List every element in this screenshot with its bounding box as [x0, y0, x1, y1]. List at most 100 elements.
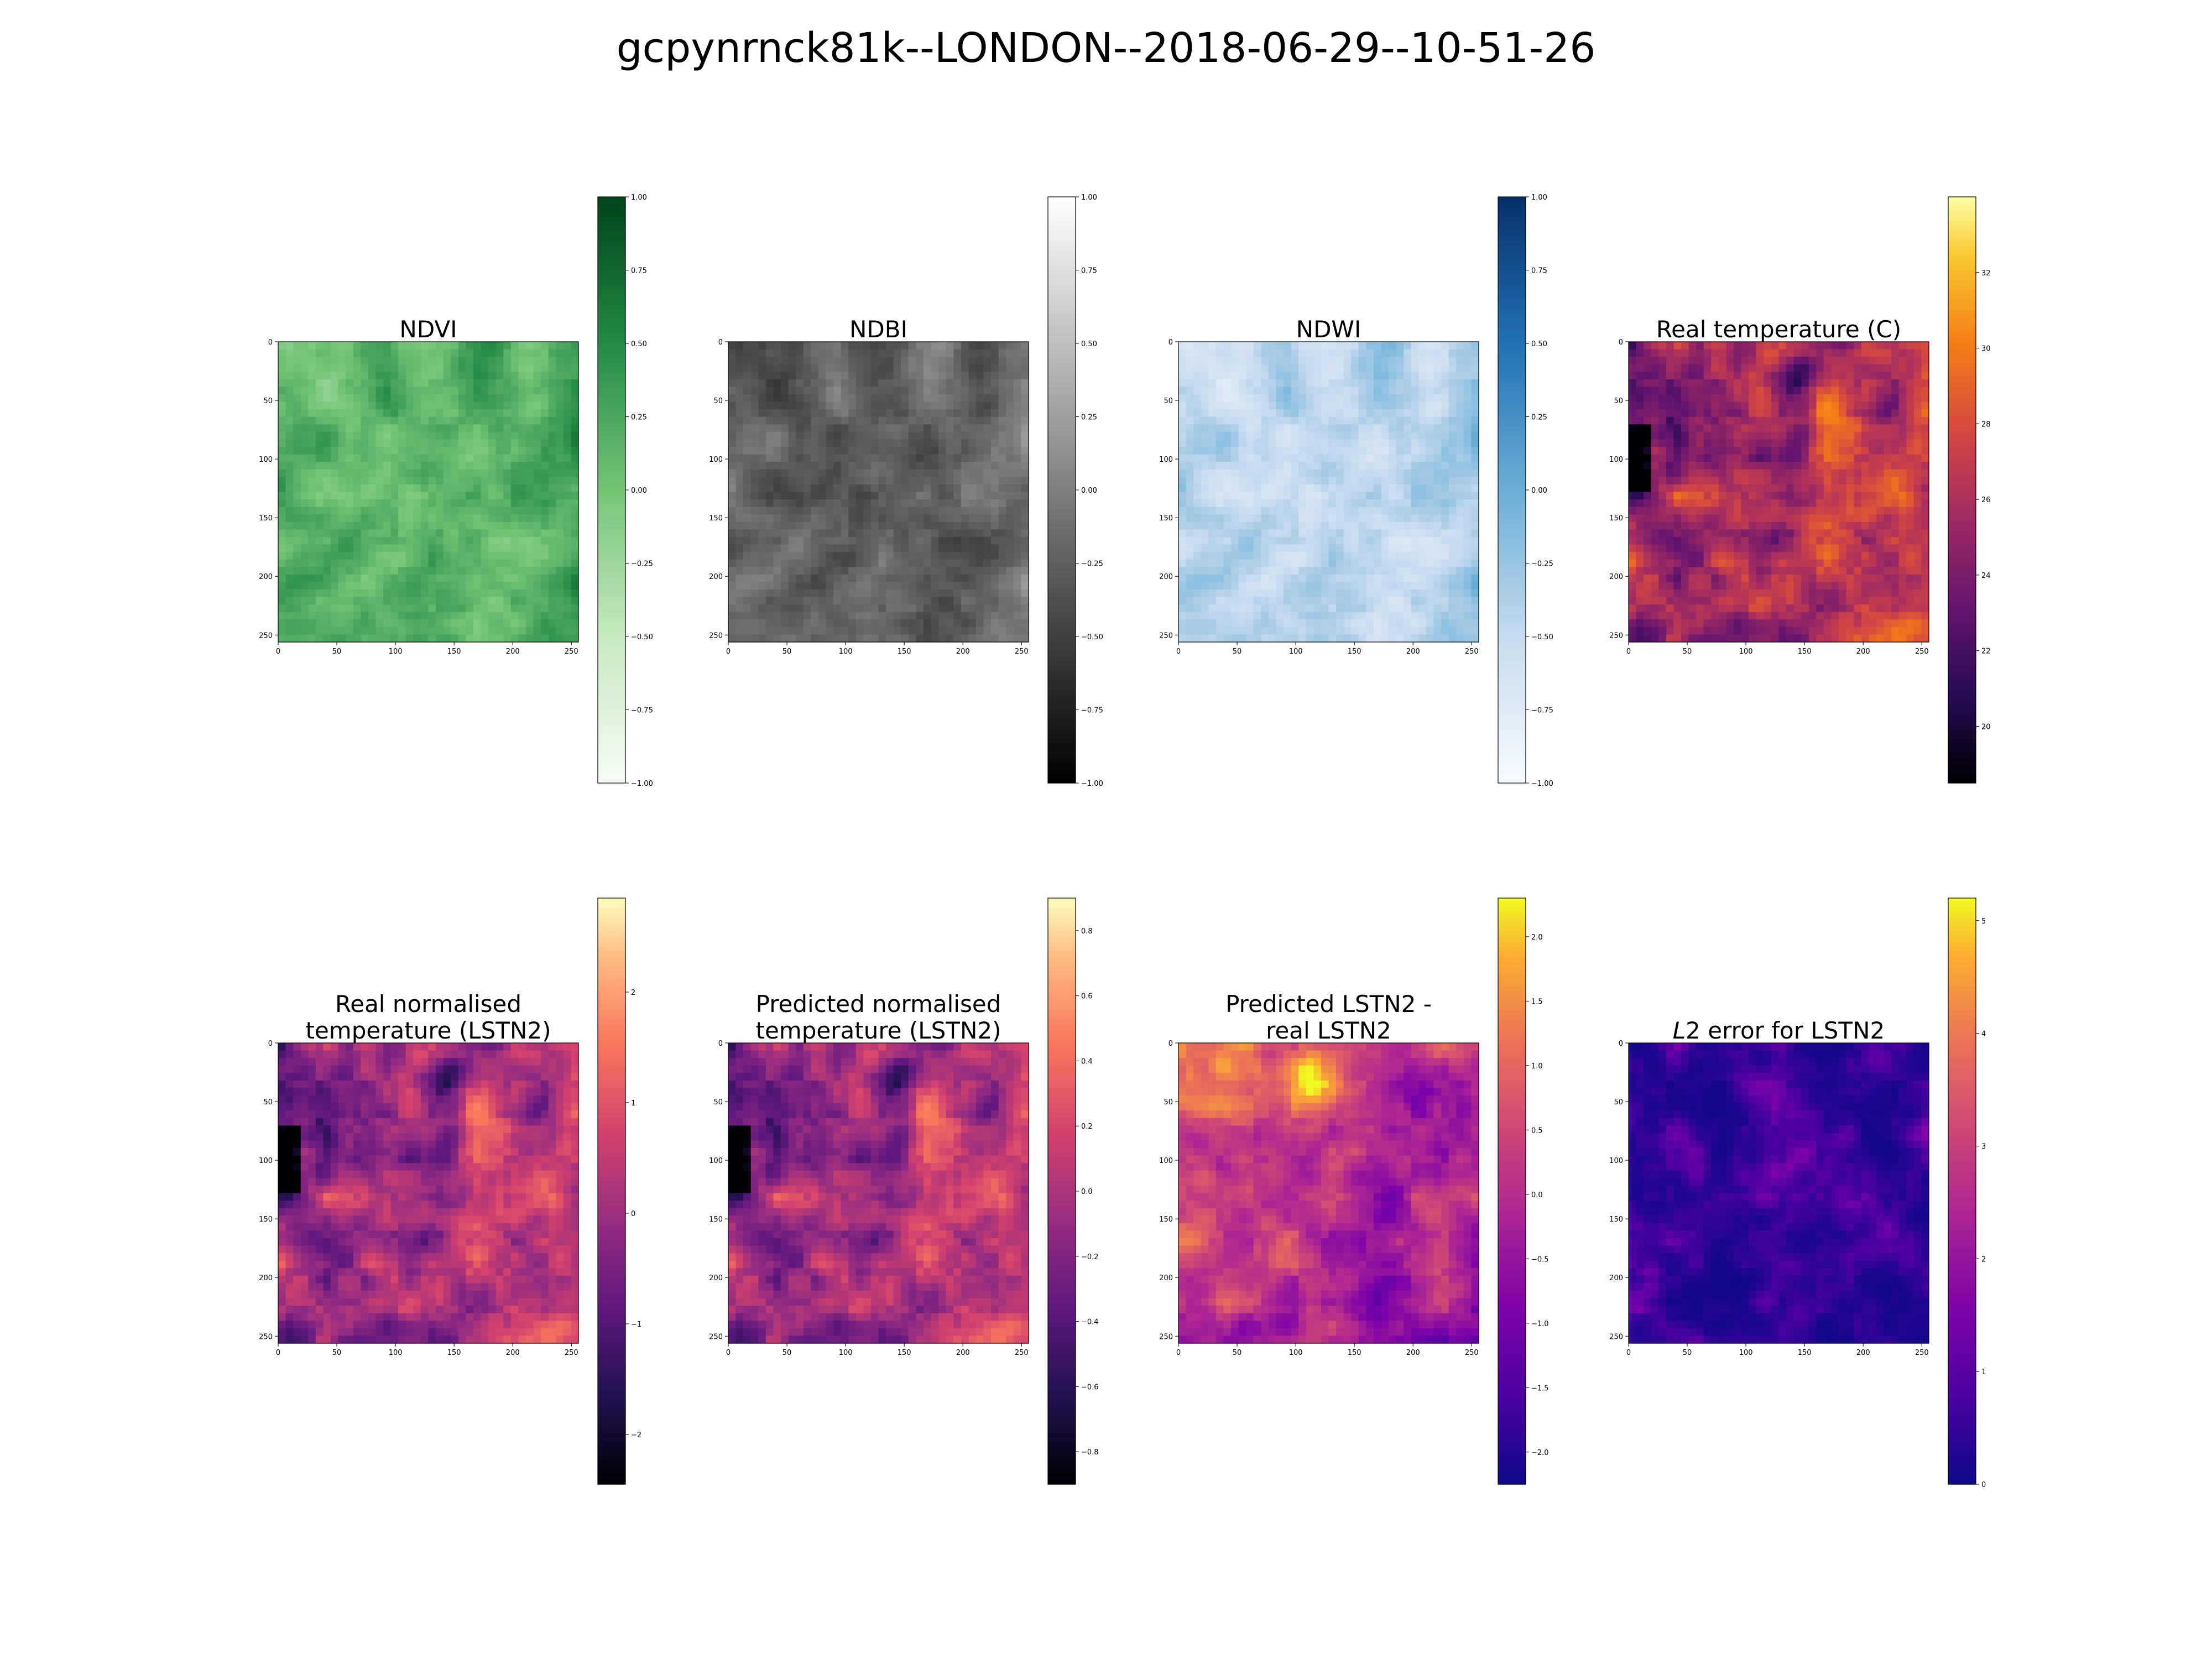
heatmap-cell	[436, 604, 444, 613]
heatmap-cell	[466, 364, 474, 372]
heatmap-cell	[398, 612, 406, 620]
heatmap-cell	[893, 484, 901, 493]
heatmap-cell	[390, 484, 399, 493]
heatmap-cell	[1456, 401, 1464, 410]
heatmap-cell	[750, 574, 759, 582]
heatmap-cell	[510, 499, 519, 508]
heatmap-cell	[361, 582, 369, 590]
heatmap-cell	[293, 401, 301, 410]
colorbar-segment	[598, 436, 625, 442]
heatmap-cell	[1366, 574, 1374, 582]
heatmap-cell	[548, 379, 556, 388]
heatmap-cell	[1186, 507, 1194, 515]
heatmap-cell	[541, 589, 549, 598]
heatmap-cell	[781, 612, 789, 620]
heatmap-cell	[1253, 357, 1261, 365]
heatmap-cell	[413, 634, 421, 643]
heatmap-cell	[1426, 597, 1434, 605]
heatmap-cell	[346, 612, 354, 620]
heatmap-cell	[556, 409, 564, 418]
heatmap-cell	[1276, 582, 1284, 590]
heatmap-cell	[743, 409, 752, 418]
heatmap-cell	[331, 514, 339, 523]
heatmap-cell	[346, 394, 354, 403]
heatmap-cell	[901, 597, 909, 605]
heatmap-cell	[293, 424, 301, 432]
heatmap-cell	[1238, 364, 1246, 372]
heatmap-cell	[338, 409, 346, 418]
heatmap-cell	[1021, 507, 1029, 515]
heatmap-cell	[541, 521, 549, 530]
heatmap-cell	[998, 447, 1006, 455]
heatmap-cell	[1276, 364, 1284, 372]
heatmap-cell	[541, 574, 549, 582]
heatmap-cell	[750, 604, 759, 613]
heatmap-cell	[390, 604, 399, 613]
heatmap-cell	[390, 349, 399, 357]
heatmap-cell	[1261, 567, 1269, 575]
heatmap-cell	[916, 582, 924, 590]
heatmap-cell	[1448, 582, 1457, 590]
heatmap-cell	[916, 379, 924, 388]
heatmap-cell	[1223, 379, 1232, 388]
heatmap-cell	[323, 379, 331, 388]
heatmap-cell	[1321, 536, 1329, 545]
heatmap-cell	[1193, 597, 1202, 605]
heatmap-cell	[293, 597, 301, 605]
heatmap-cell	[525, 597, 534, 605]
heatmap-cell	[908, 462, 916, 470]
heatmap-cell	[788, 462, 796, 470]
heatmap-cell	[803, 424, 811, 432]
heatmap-cell	[443, 342, 451, 350]
heatmap-cell	[961, 357, 969, 365]
heatmap-cell	[826, 454, 834, 462]
heatmap-cell	[1276, 492, 1284, 500]
heatmap-cell	[826, 507, 834, 515]
heatmap-cell	[946, 574, 954, 582]
heatmap-cell	[1463, 401, 1472, 410]
heatmap-cell	[931, 462, 939, 470]
x-tick-label: 200	[506, 648, 520, 656]
heatmap-cell	[398, 372, 406, 380]
heatmap-cell	[1238, 462, 1246, 470]
heatmap-cell	[1433, 477, 1442, 485]
heatmap-cell	[405, 409, 414, 418]
heatmap-cell	[390, 462, 399, 470]
heatmap-cell	[390, 424, 399, 432]
heatmap-cell	[548, 507, 556, 515]
heatmap-cell	[1471, 492, 1479, 500]
heatmap-cell	[953, 454, 962, 462]
heatmap-cell	[765, 372, 774, 380]
heatmap-cell	[916, 552, 924, 560]
heatmap-cell	[1366, 536, 1374, 545]
heatmap-cell	[998, 349, 1006, 357]
heatmap-cell	[1231, 342, 1239, 350]
heatmap-cell	[413, 394, 421, 403]
heatmap-cell	[886, 529, 894, 538]
heatmap-cell	[420, 634, 429, 643]
heatmap-cell	[361, 507, 369, 515]
heatmap-cell	[758, 357, 766, 365]
heatmap-cell	[855, 477, 864, 485]
x-tick-label: 150	[447, 648, 461, 656]
heatmap-cell	[481, 612, 489, 620]
heatmap-cell	[878, 627, 886, 635]
heatmap-cell	[1381, 431, 1389, 440]
heatmap-cell	[293, 634, 301, 643]
heatmap-cell	[870, 536, 879, 545]
heatmap-cell	[466, 514, 474, 523]
heatmap-cell	[855, 372, 864, 380]
heatmap-cell	[1426, 387, 1434, 395]
heatmap-cell	[1006, 401, 1014, 410]
heatmap-cell	[278, 387, 286, 395]
heatmap-cell	[893, 619, 901, 628]
heatmap-cell	[863, 394, 872, 403]
heatmap-cell	[1456, 416, 1464, 425]
heatmap-cell	[1328, 529, 1337, 538]
heatmap-cell	[495, 401, 504, 410]
heatmap-cell	[931, 401, 939, 410]
heatmap-cell	[1231, 612, 1239, 620]
heatmap-cell	[848, 379, 857, 388]
heatmap-cell	[1456, 559, 1464, 567]
heatmap-cell	[1404, 529, 1412, 538]
